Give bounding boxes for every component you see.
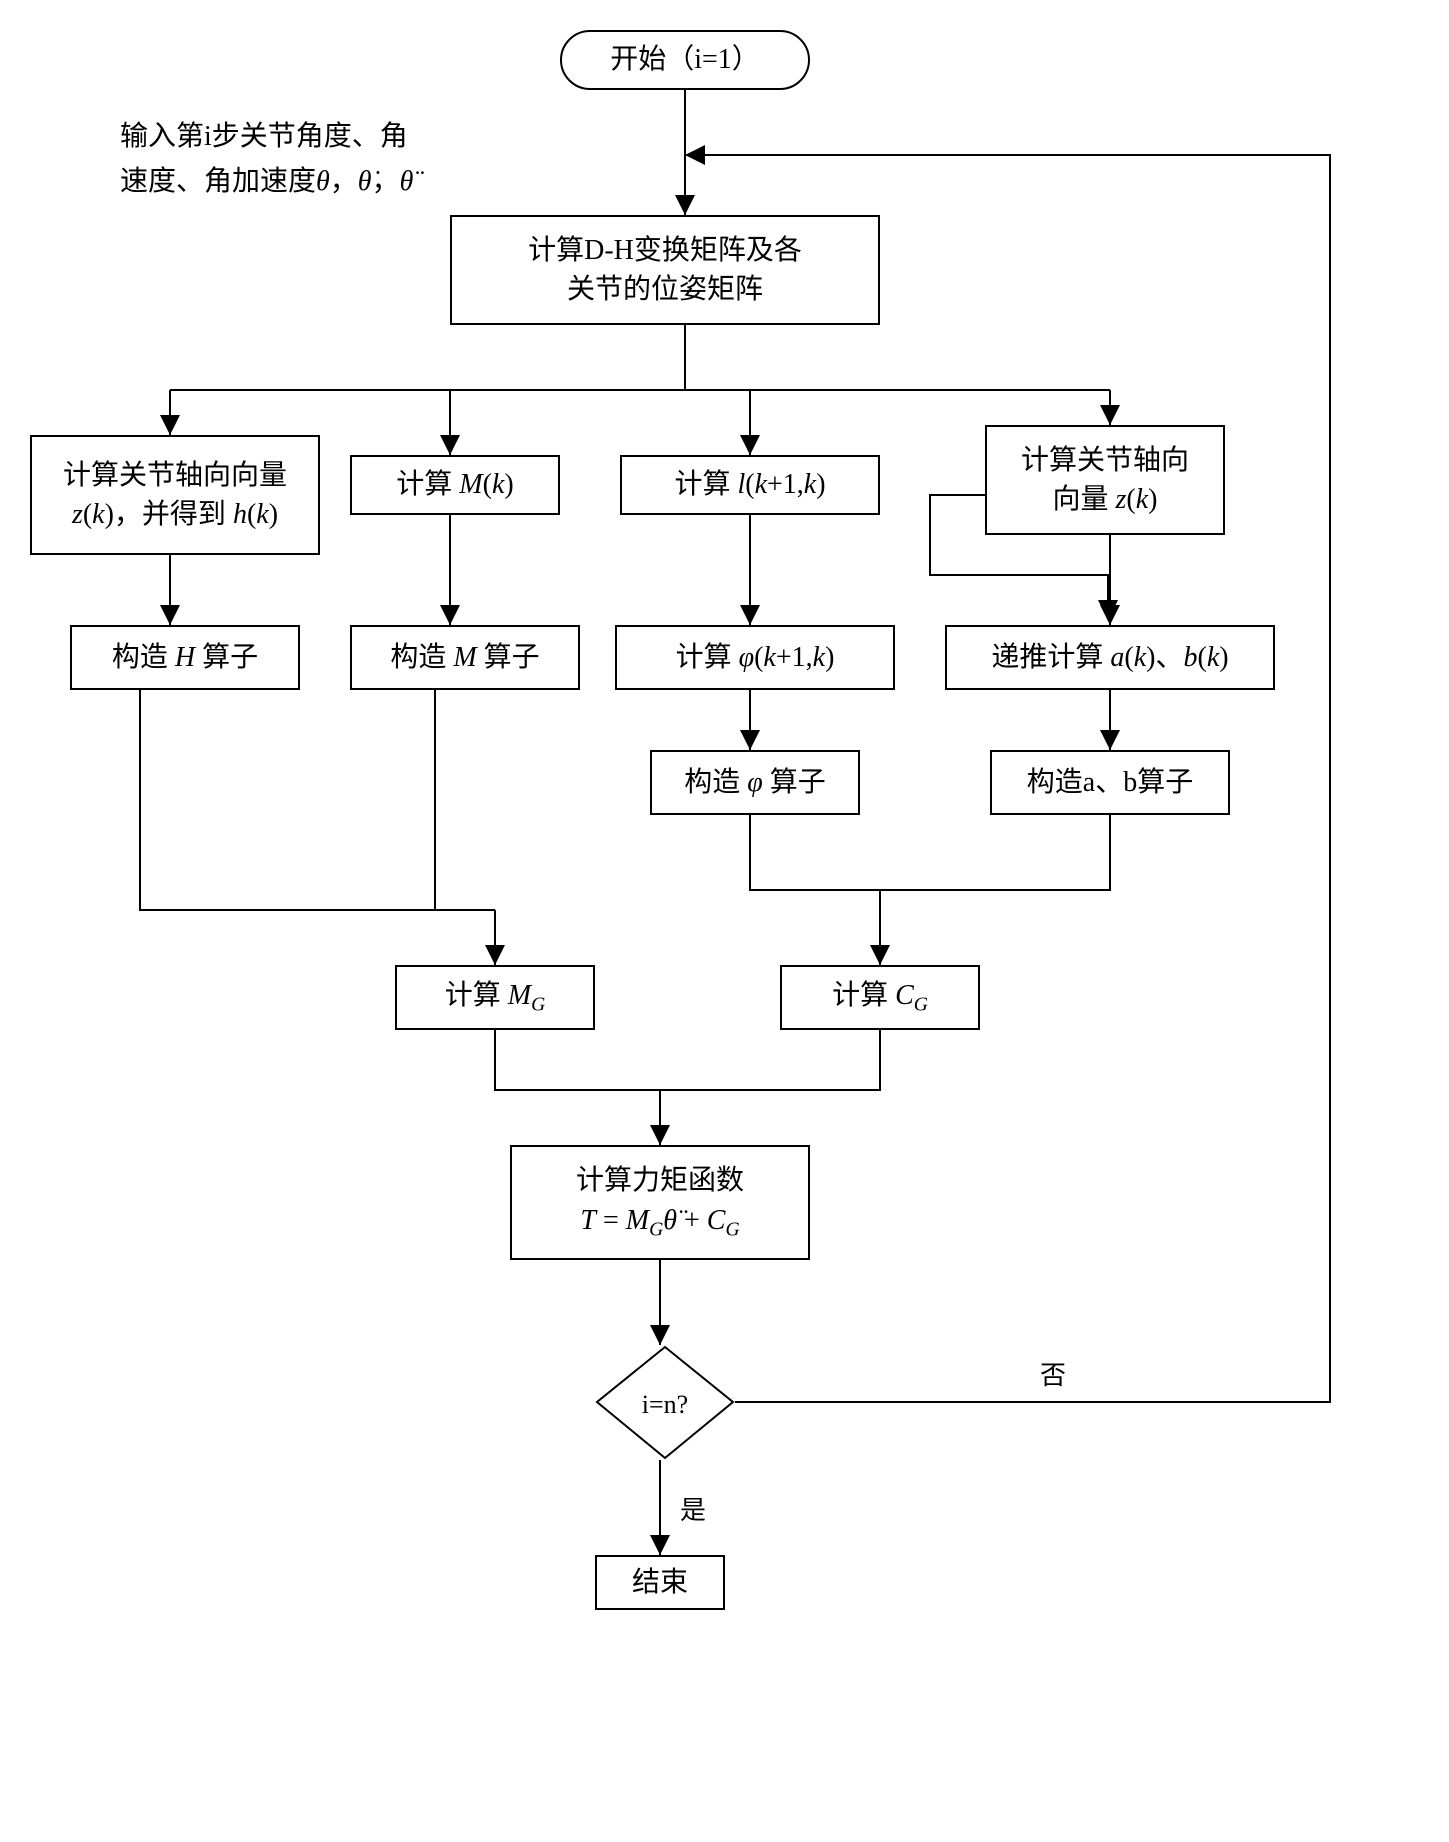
start-text: 开始（i=1） [610, 40, 760, 79]
lk-node: 计算 l(k+1,k) [620, 455, 880, 515]
torque-text: 计算力矩函数T = MGθ̈ + CG [576, 1161, 744, 1243]
cg-text: 计算 CG [832, 976, 928, 1019]
mk-node: 计算 M(k) [350, 455, 560, 515]
mop-node: 构造 M 算子 [350, 625, 580, 690]
end-text: 结束 [632, 1563, 688, 1602]
abop-text: 构造a、b算子 [1027, 763, 1193, 802]
mk-text: 计算 M(k) [396, 465, 513, 504]
dh-text: 计算D-H变换矩阵及各关节的位姿矩阵 [528, 231, 802, 309]
phik-node: 计算 φ(k+1,k) [615, 625, 895, 690]
start-node: 开始（i=1） [560, 30, 810, 90]
input-annotation: 输入第i步关节角度、角 速度、角加速度θ，θ̇，θ̈ [120, 115, 640, 205]
end-node: 结束 [595, 1555, 725, 1610]
hop-text: 构造 H 算子 [112, 638, 258, 677]
abk-node: 递推计算 a(k)、b(k) [945, 625, 1275, 690]
zh-node: 计算关节轴向向量z(k)，并得到 h(k) [30, 435, 320, 555]
yes-label: 是 [680, 1490, 706, 1527]
zh-text: 计算关节轴向向量z(k)，并得到 h(k) [63, 456, 287, 534]
no-label: 否 [1040, 1355, 1066, 1392]
zk-text: 计算关节轴向向量 z(k) [1021, 441, 1189, 519]
decision-node: i=n? [595, 1345, 735, 1465]
abop-node: 构造a、b算子 [990, 750, 1230, 815]
phiop-node: 构造 φ 算子 [650, 750, 860, 815]
decision-text: i=n? [642, 1390, 688, 1420]
mg-node: 计算 MG [395, 965, 595, 1030]
flowchart-container: 开始（i=1） 输入第i步关节角度、角 速度、角加速度θ，θ̇，θ̈ 计算D-H… [20, 20, 1420, 1820]
phik-text: 计算 φ(k+1,k) [676, 638, 835, 677]
hop-node: 构造 H 算子 [70, 625, 300, 690]
lk-text: 计算 l(k+1,k) [674, 465, 825, 504]
zk-node: 计算关节轴向向量 z(k) [985, 425, 1225, 535]
phiop-text: 构造 φ 算子 [684, 763, 826, 802]
dh-node: 计算D-H变换矩阵及各关节的位姿矩阵 [450, 215, 880, 325]
mop-text: 构造 M 算子 [390, 638, 539, 677]
input-line2: 速度、角加速度θ，θ̇，θ̈ [120, 160, 640, 205]
input-line1: 输入第i步关节角度、角 [120, 115, 640, 160]
torque-node: 计算力矩函数T = MGθ̈ + CG [510, 1145, 810, 1260]
abk-text: 递推计算 a(k)、b(k) [991, 638, 1228, 677]
mg-text: 计算 MG [445, 976, 546, 1019]
cg-node: 计算 CG [780, 965, 980, 1030]
